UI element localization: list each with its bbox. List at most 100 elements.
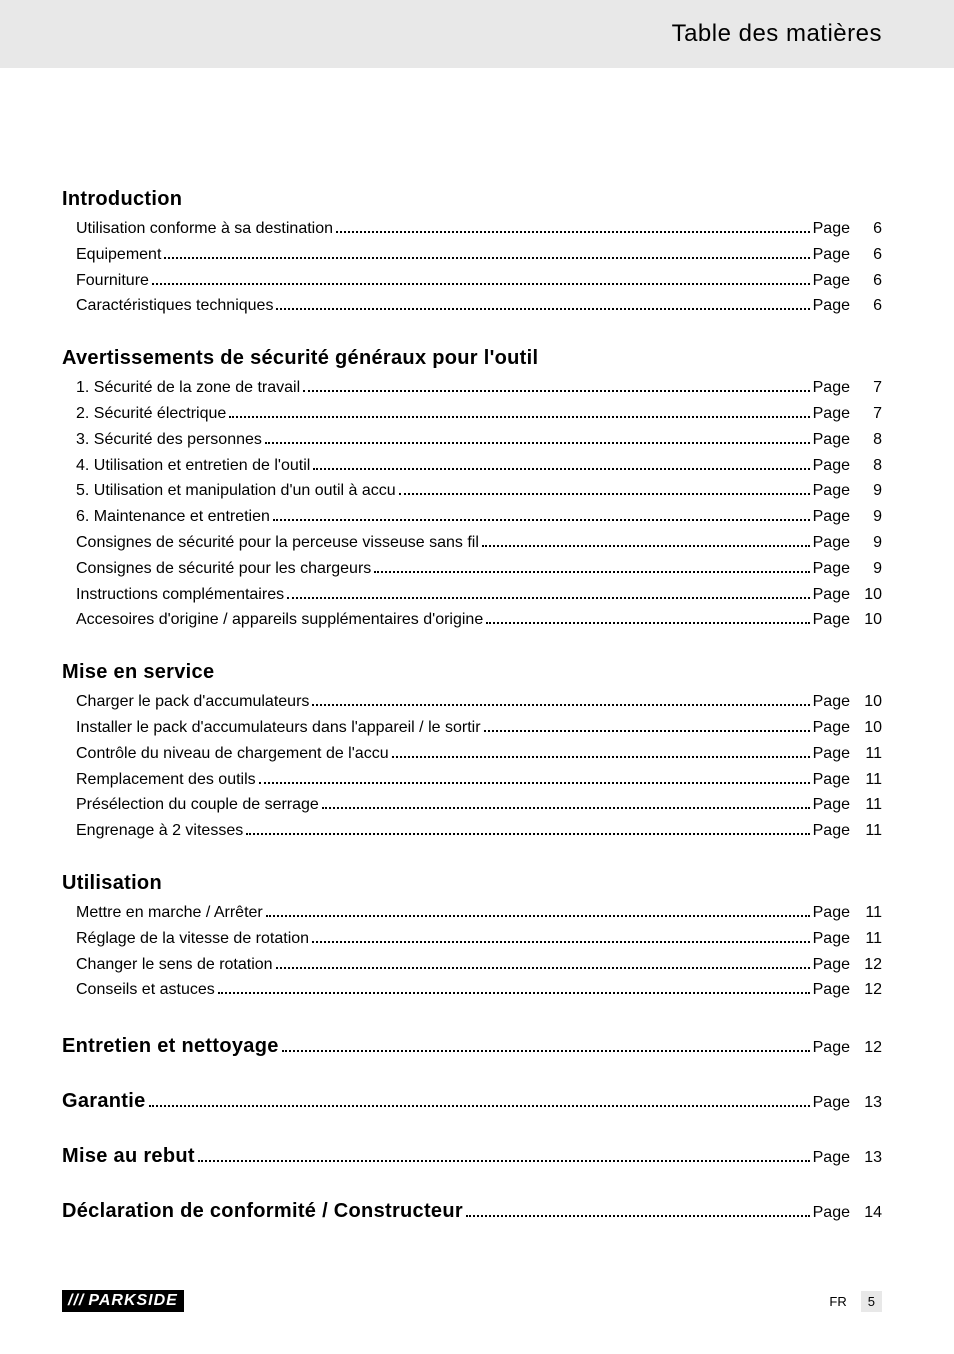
footer-page-number: 5 [861, 1291, 882, 1312]
toc-entry: Charger le pack d'accumulateurs Page10 [62, 690, 882, 715]
toc-entry: 3. Sécurité des personnesPage8 [62, 428, 882, 453]
page-label: Page [813, 1146, 850, 1171]
leader-dots [486, 622, 809, 624]
page-label: Page [813, 376, 850, 401]
page-number: 9 [856, 505, 882, 530]
page-label: Page [813, 243, 850, 268]
page-number: 10 [856, 690, 882, 715]
section-heading: Entretien et nettoyage [62, 1031, 279, 1062]
leader-dots [322, 807, 810, 809]
toc-entry: 1. Sécurité de la zone de travailPage7 [62, 376, 882, 401]
page-number: 9 [856, 557, 882, 582]
page-label: Page [813, 819, 850, 844]
page-number: 11 [856, 793, 882, 818]
entry-title: Présélection du couple de serrage [76, 793, 319, 818]
page-number: 6 [856, 269, 882, 294]
page-number: 7 [856, 402, 882, 427]
leader-dots [336, 231, 810, 233]
leader-dots [152, 283, 810, 285]
page-label: Page [813, 927, 850, 952]
leader-dots [276, 967, 810, 969]
entry-title: 6. Maintenance et entretien [76, 505, 270, 530]
page-label: Page [813, 608, 850, 633]
entry-title: 5. Utilisation et manipulation d'un outi… [76, 479, 396, 504]
brand-name: PARKSIDE [88, 1292, 178, 1309]
page-number: 12 [856, 953, 882, 978]
page-number: 6 [856, 294, 882, 319]
page-label: Page [813, 557, 850, 582]
brand-slashes: /// [68, 1292, 84, 1309]
page-number: 8 [856, 454, 882, 479]
entry-title: Réglage de la vitesse de rotation [76, 927, 309, 952]
footer: ///PARKSIDE FR 5 [0, 1290, 954, 1312]
toc-entry: Accesoires d'origine / appareils supplém… [62, 608, 882, 633]
page-label: Page [813, 428, 850, 453]
section-heading: Avertissements de sécurité généraux pour… [62, 347, 882, 370]
brand-logo: ///PARKSIDE [62, 1290, 184, 1312]
leader-dots [399, 493, 810, 495]
toc-entry: Mettre en marche / ArrêterPage11 [62, 901, 882, 926]
section-heading: Introduction [62, 188, 882, 211]
page-label: Page [813, 583, 850, 608]
entry-title: 4. Utilisation et entretien de l'outil [76, 454, 310, 479]
entry-title: Consignes de sécurité pour la perceuse v… [76, 531, 479, 556]
page-label: Page [813, 901, 850, 926]
entry-title: Charger le pack d'accumulateurs [76, 690, 309, 715]
page-number: 10 [856, 608, 882, 633]
entry-title: Changer le sens de rotation [76, 953, 273, 978]
section-heading: Utilisation [62, 872, 882, 895]
page-label: Page [813, 294, 850, 319]
page-number: 14 [856, 1201, 882, 1226]
page-number: 11 [856, 927, 882, 952]
leader-dots [466, 1215, 810, 1217]
toc-entry: 5. Utilisation et manipulation d'un outi… [62, 479, 882, 504]
entry-title: 3. Sécurité des personnes [76, 428, 262, 453]
entry-title: Remplacement des outils [76, 768, 256, 793]
page-number: 10 [856, 583, 882, 608]
footer-right: FR 5 [829, 1291, 882, 1312]
toc-entry: Présélection du couple de serragePage11 [62, 793, 882, 818]
page-label: Page [813, 479, 850, 504]
toc-section: IntroductionUtilisation conforme à sa de… [62, 188, 882, 319]
header-title: Table des matières [672, 20, 882, 48]
toc-entry: Contrôle du niveau de chargement de l'ac… [62, 742, 882, 767]
toc-entry: FourniturePage6 [62, 269, 882, 294]
leader-dots [198, 1160, 810, 1162]
page-label: Page [813, 531, 850, 556]
entry-title: Equipement [76, 243, 161, 268]
entry-title: Engrenage à 2 vitesses [76, 819, 243, 844]
toc-entry: 2. Sécurité électriquePage7 [62, 402, 882, 427]
leader-dots [312, 941, 810, 943]
section-heading: Garantie [62, 1086, 146, 1117]
entry-title: Consignes de sécurité pour les chargeurs [76, 557, 371, 582]
page-number: 6 [856, 243, 882, 268]
page-label: Page [813, 1201, 850, 1226]
toc-entry: Déclaration de conformité / Constructeur… [62, 1196, 882, 1227]
toc-content: IntroductionUtilisation conforme à sa de… [0, 68, 954, 1227]
page-label: Page [813, 716, 850, 741]
toc-entry: Consignes de sécurité pour les chargeurs… [62, 557, 882, 582]
page-number: 13 [856, 1091, 882, 1116]
section-heading: Mise au rebut [62, 1141, 195, 1172]
page-number: 11 [856, 742, 882, 767]
page-label: Page [813, 768, 850, 793]
leader-dots [313, 468, 809, 470]
page-label: Page [813, 978, 850, 1003]
entry-title: Instructions complémentaires [76, 583, 284, 608]
leader-dots [149, 1105, 810, 1107]
page-number: 13 [856, 1146, 882, 1171]
leader-dots [484, 730, 810, 732]
page-label: Page [813, 690, 850, 715]
toc-entry: 4. Utilisation et entretien de l'outilPa… [62, 454, 882, 479]
page-label: Page [813, 505, 850, 530]
header-band: Table des matières [0, 0, 954, 68]
page-number: 9 [856, 479, 882, 504]
page-number: 11 [856, 819, 882, 844]
leader-dots [266, 915, 810, 917]
leader-dots [282, 1050, 810, 1052]
leader-dots [273, 519, 810, 521]
leader-dots [265, 442, 810, 444]
page-label: Page [813, 217, 850, 242]
toc-entry: Remplacement des outilsPage11 [62, 768, 882, 793]
entry-title: Caractéristiques techniques [76, 294, 273, 319]
